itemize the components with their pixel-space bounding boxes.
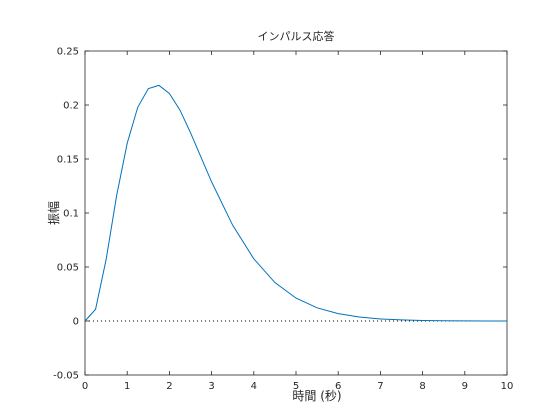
x-tick-label: 7 xyxy=(377,381,383,392)
x-tick-label: 10 xyxy=(501,381,514,392)
x-tick-label: 3 xyxy=(208,381,214,392)
y-tick-label: 0.25 xyxy=(57,47,79,58)
x-tick-label: 2 xyxy=(166,381,172,392)
y-tick-label: 0.1 xyxy=(63,209,79,220)
x-tick-label: 1 xyxy=(124,381,130,392)
x-axis-label: 時間 (秒) xyxy=(292,389,341,403)
x-tick-label: 5 xyxy=(293,381,299,392)
x-tick-label: 0 xyxy=(82,381,88,392)
x-tick-label: 4 xyxy=(251,381,257,392)
y-tick-label: 0.2 xyxy=(63,101,79,112)
y-tick-label: -0.05 xyxy=(53,371,79,382)
x-tick-label: 6 xyxy=(335,381,341,392)
plot-frame xyxy=(84,50,508,376)
y-axis-label: 振幅 xyxy=(46,201,61,225)
impulse-response-line xyxy=(84,84,508,322)
y-tick-label: 0 xyxy=(73,317,79,328)
y-tick-label: 0.15 xyxy=(57,155,79,166)
chart-title: インパルス応答 xyxy=(258,29,335,43)
y-tick-label: 0.05 xyxy=(57,263,79,274)
x-tick-label: 8 xyxy=(419,381,425,392)
x-tick-label: 9 xyxy=(462,381,468,392)
